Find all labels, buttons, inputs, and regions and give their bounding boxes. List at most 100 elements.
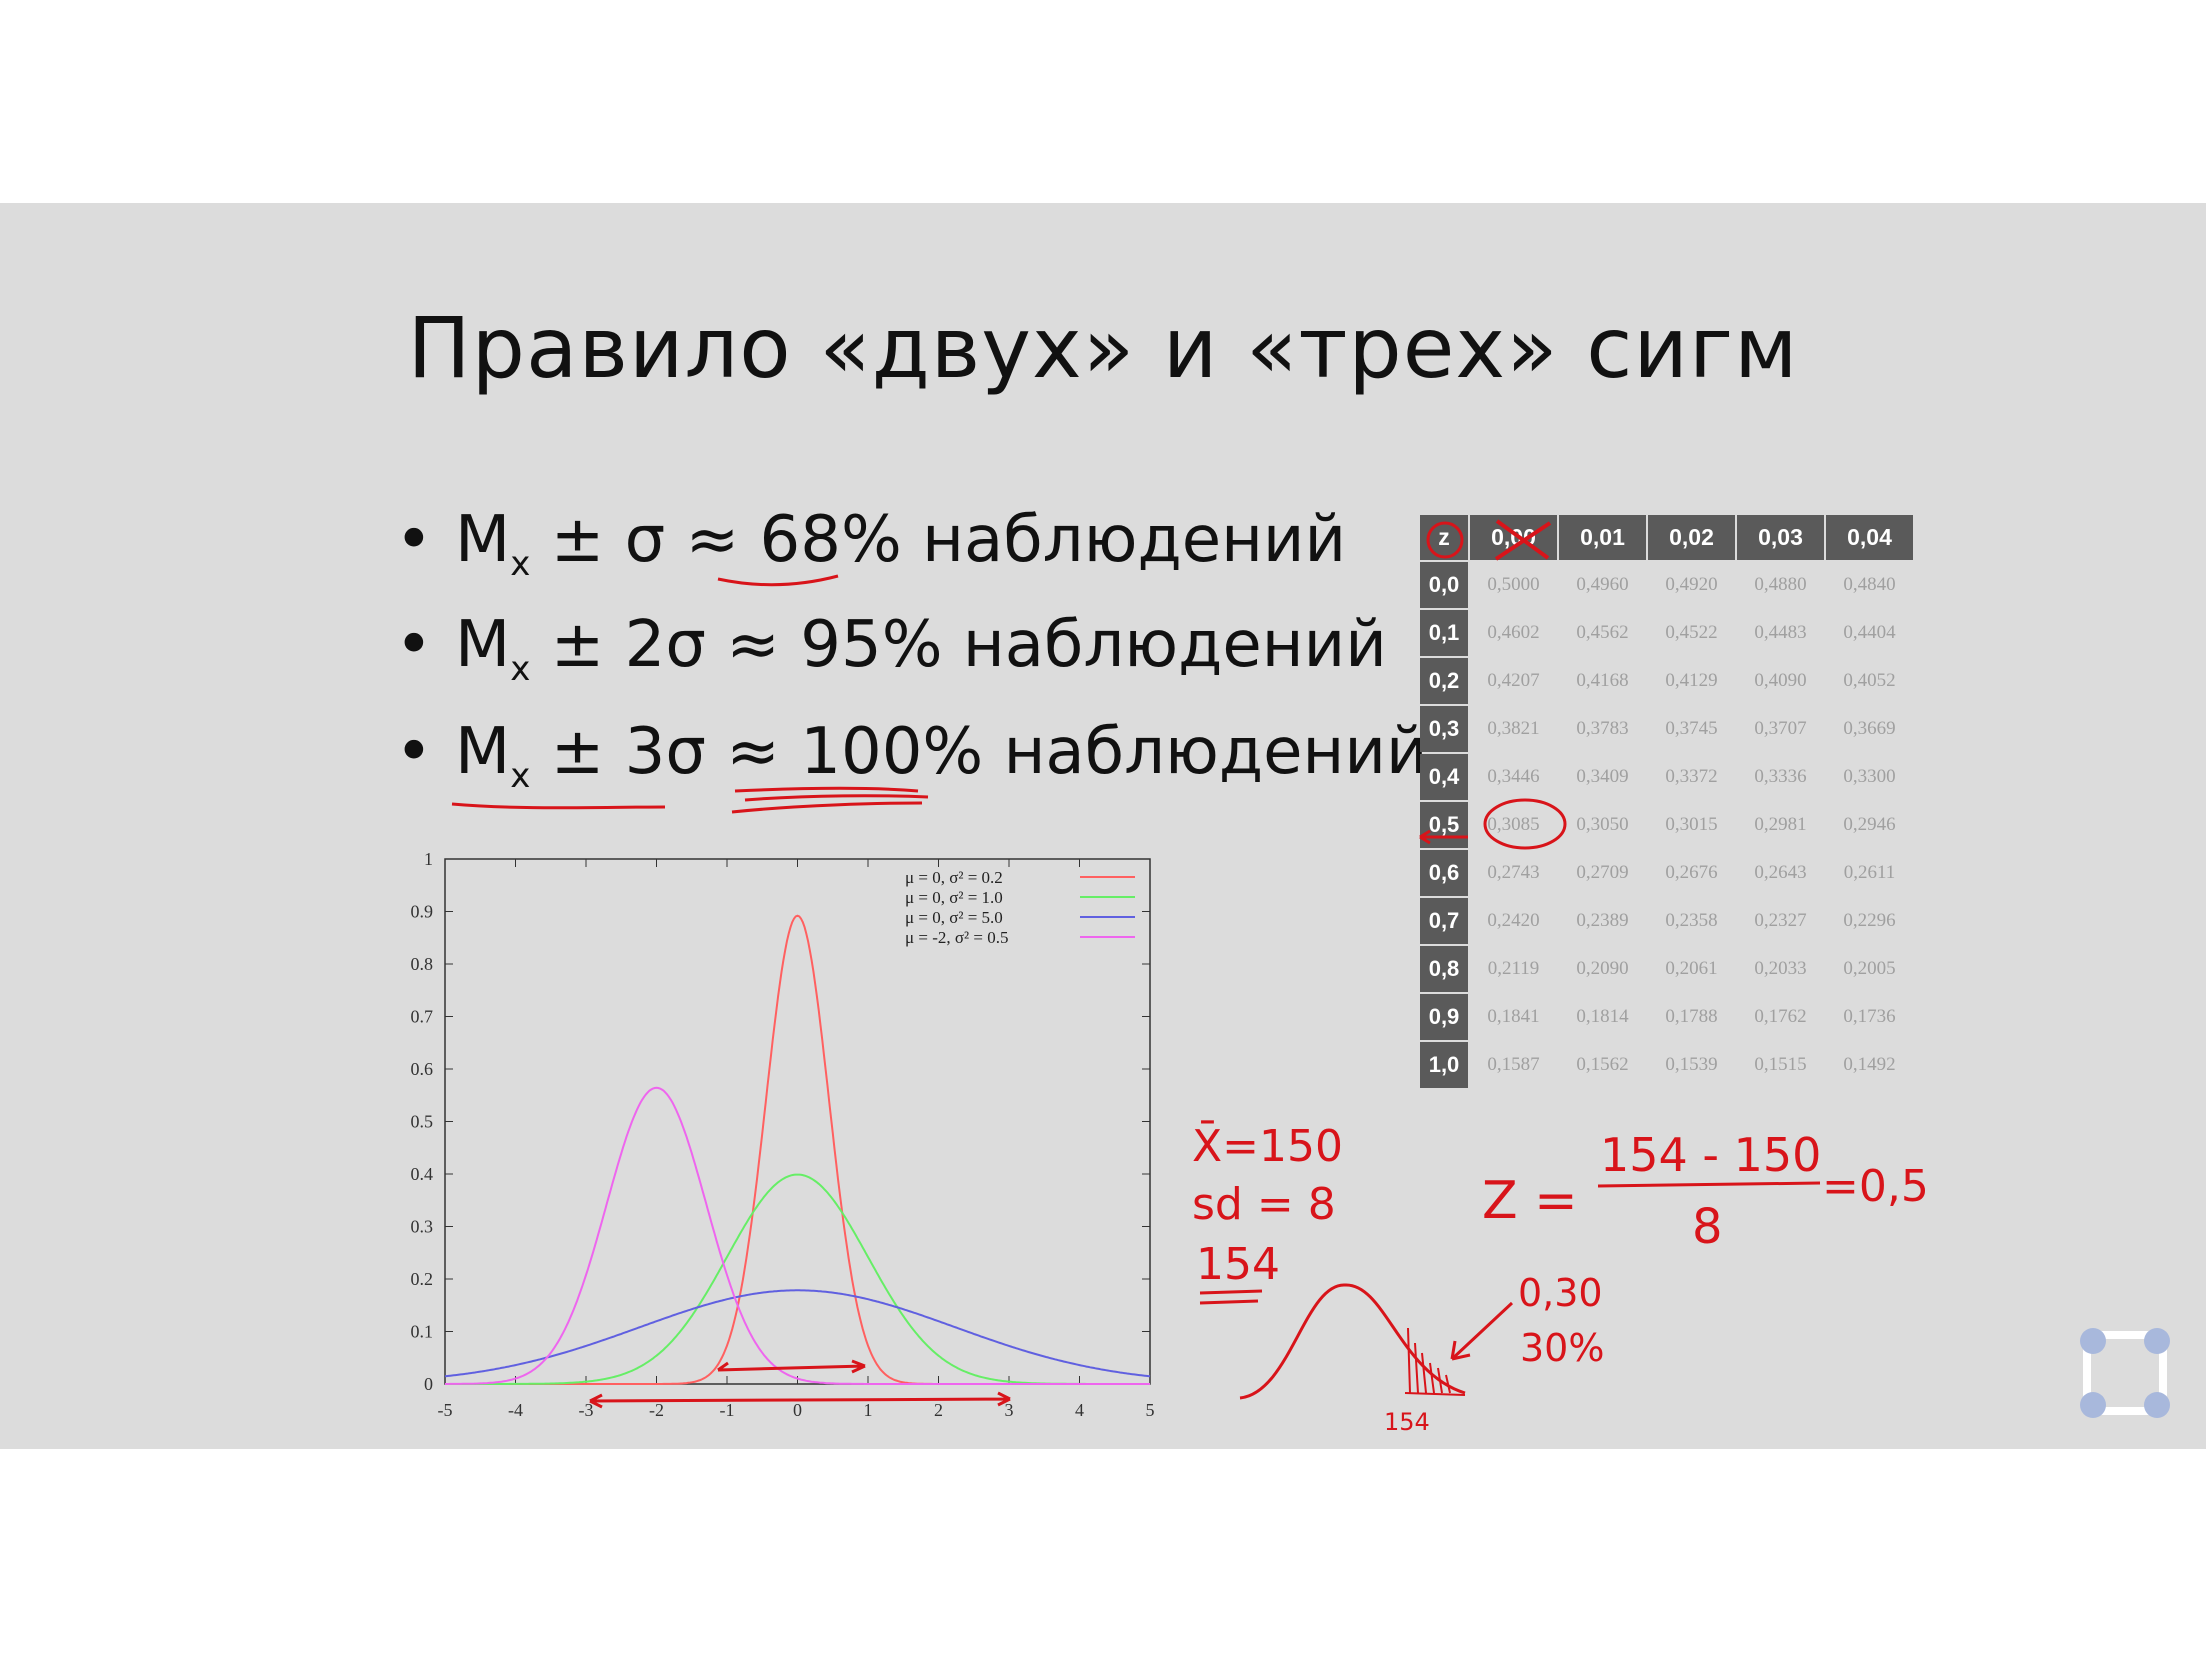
- z-table-row-header: 0,8: [1420, 946, 1468, 992]
- x-tick-label: -5: [438, 1400, 453, 1420]
- z-table-cell: 0,4052: [1843, 670, 1896, 691]
- z-table-cell: 0,2743: [1487, 862, 1540, 883]
- bullet-subscript: x: [510, 543, 531, 584]
- formula-numerator: 154 - 150: [1600, 1128, 1821, 1182]
- y-tick-label: 0.3: [411, 1217, 434, 1237]
- z-table-cell: 0,1587: [1487, 1054, 1540, 1075]
- x-tick-label: 5: [1146, 1400, 1155, 1420]
- maximize-icon: [2080, 1328, 2170, 1418]
- z-table-row-header: 0,4: [1420, 754, 1468, 800]
- z-table-cell: 0,3707: [1754, 718, 1807, 739]
- underline-mx: [451, 802, 666, 810]
- z-table-cell: 0,1762: [1754, 1006, 1807, 1027]
- z-table-cell: 0,4840: [1843, 574, 1896, 595]
- sketch-curve: [1239, 1283, 1466, 1400]
- y-tick-label: 0.1: [411, 1322, 434, 1342]
- z-table-cell: 0,2061: [1665, 958, 1718, 979]
- legend-label: μ = 0, σ² = 1.0: [905, 888, 1003, 907]
- bullet-symbol: M: [455, 608, 511, 682]
- underline-68: [717, 574, 839, 587]
- x-tick-label: -2: [649, 1400, 664, 1420]
- z-table-cell: 0,1539: [1665, 1054, 1718, 1075]
- z-table-cell: 0,2643: [1754, 862, 1807, 883]
- z-table-row: 0,4 0,3446 0,3409 0,3372 0,3336 0,3300: [1420, 754, 1913, 800]
- bullet-text: Mx ± 3σ ≈ 100% наблюдений: [455, 715, 1428, 796]
- legend-label: μ = 0, σ² = 5.0: [905, 908, 1003, 927]
- underline-154: [1199, 1289, 1263, 1305]
- formula-z: Z =: [1482, 1171, 1578, 1231]
- z-table-cell: 0,2119: [1487, 958, 1540, 979]
- z-table-cell: 0,4522: [1665, 622, 1718, 643]
- z-table-row: 0,7 0,2420 0,2389 0,2358 0,2327 0,2296: [1420, 898, 1913, 944]
- z-table-cell: 0,4090: [1754, 670, 1807, 691]
- x-tick-label: 4: [1075, 1400, 1084, 1420]
- z-table-cell: 0,1562: [1576, 1054, 1629, 1075]
- arrow-three-sigma: [589, 1391, 1011, 1409]
- z-table-cell: 0,4168: [1576, 670, 1629, 691]
- z-table-row-header: 0,7: [1420, 898, 1468, 944]
- z-table-cell: 0,2611: [1843, 862, 1896, 883]
- formula-result: =0,5: [1822, 1161, 1929, 1212]
- z-table-cell: 0,4880: [1754, 574, 1807, 595]
- z-table-cell: 0,3446: [1487, 766, 1540, 787]
- z-table-cell: 0,5000: [1487, 574, 1540, 595]
- z-table-row-header: 0,9: [1420, 994, 1468, 1040]
- bullet-rest: ± 3σ ≈ 100% наблюдений: [530, 715, 1428, 789]
- y-tick-label: 0.7: [411, 1007, 434, 1027]
- arrow-to-tail: [1450, 1301, 1514, 1361]
- sketch-tail-shading: [1404, 1327, 1466, 1396]
- z-table-cell: 0,4207: [1487, 670, 1540, 691]
- z-table-col: 0,01: [1559, 515, 1646, 560]
- z-table-cell: 0,1736: [1843, 1006, 1896, 1027]
- bullet-symbol: M: [455, 503, 511, 577]
- x-tick-label: 0: [793, 1400, 802, 1420]
- z-table-row: 0,0 0,5000 0,4960 0,4920 0,4880 0,4840: [1420, 562, 1913, 608]
- z-table-row: 0,2 0,4207 0,4168 0,4129 0,4090 0,4052: [1420, 658, 1913, 704]
- z-table-cell: 0,3783: [1576, 718, 1629, 739]
- slide: Правило «двух» и «трех» сигм • Mx ± σ ≈ …: [0, 203, 2206, 1449]
- z-table-cell: 0,2676: [1665, 862, 1718, 883]
- z-table-cell: 0,1492: [1843, 1054, 1896, 1075]
- z-table-row: 1,0 0,1587 0,1562 0,1539 0,1515 0,1492: [1420, 1042, 1913, 1088]
- z-table-cell: 0,2946: [1843, 814, 1896, 835]
- note-sd: sd = 8: [1192, 1179, 1336, 1230]
- z-table-cell: 0,4920: [1665, 574, 1718, 595]
- z-table-row-header: 0,3: [1420, 706, 1468, 752]
- underline-100-c: [731, 801, 923, 814]
- z-table-cell: 0,3050: [1576, 814, 1629, 835]
- z-table-cell: 0,1841: [1487, 1006, 1540, 1027]
- z-table-cell: 0,3336: [1754, 766, 1807, 787]
- z-table-cell: 0,2090: [1576, 958, 1629, 979]
- z-table-cell: 0,1788: [1665, 1006, 1718, 1027]
- bullet-marker: •: [395, 503, 433, 577]
- z-table-row: 0,8 0,2119 0,2090 0,2061 0,2033 0,2005: [1420, 946, 1913, 992]
- z-table-cell: 0,4404: [1843, 622, 1896, 643]
- note-mean: X̄=150: [1192, 1119, 1343, 1172]
- bullet-symbol: M: [455, 715, 511, 789]
- z-table: z 0,00 0,01 0,02 0,03 0,04 0,0 0,5000 0,49…: [1418, 513, 1915, 1090]
- maximize-button[interactable]: [2075, 1323, 2175, 1423]
- x-tick-label: 2: [934, 1400, 943, 1420]
- z-table-cell: 0,2327: [1754, 910, 1807, 931]
- z-table-col: 0,04: [1826, 515, 1913, 560]
- z-table-cell: 0,3085: [1487, 814, 1540, 835]
- x-tick-label: -3: [579, 1400, 594, 1420]
- legend-label: μ = -2, σ² = 0.5: [905, 928, 1008, 947]
- cross-000-mark: [1494, 519, 1552, 561]
- z-table-cell: 0,2033: [1754, 958, 1807, 979]
- z-table-header: z 0,00 0,01 0,02 0,03 0,04: [1420, 515, 1913, 560]
- z-table-cell: 0,4602: [1487, 622, 1540, 643]
- formula-denominator: 8: [1692, 1199, 1723, 1255]
- x-tick-label: -1: [720, 1400, 735, 1420]
- y-tick-label: 0.9: [411, 902, 434, 922]
- series-line: [445, 1086, 1150, 1385]
- bullet-text: Mx ± σ ≈ 68% наблюдений: [455, 503, 1346, 584]
- z-table-cell: 0,1515: [1754, 1054, 1807, 1075]
- y-tick-label: 0.5: [411, 1112, 434, 1132]
- z-table-cell: 0,3669: [1843, 718, 1896, 739]
- fraction-line: [1597, 1181, 1821, 1188]
- bullet-marker: •: [395, 715, 433, 789]
- bullet-subscript: x: [510, 648, 531, 689]
- underline-100-b: [744, 794, 929, 802]
- z-table-cell: 0,2358: [1665, 910, 1718, 931]
